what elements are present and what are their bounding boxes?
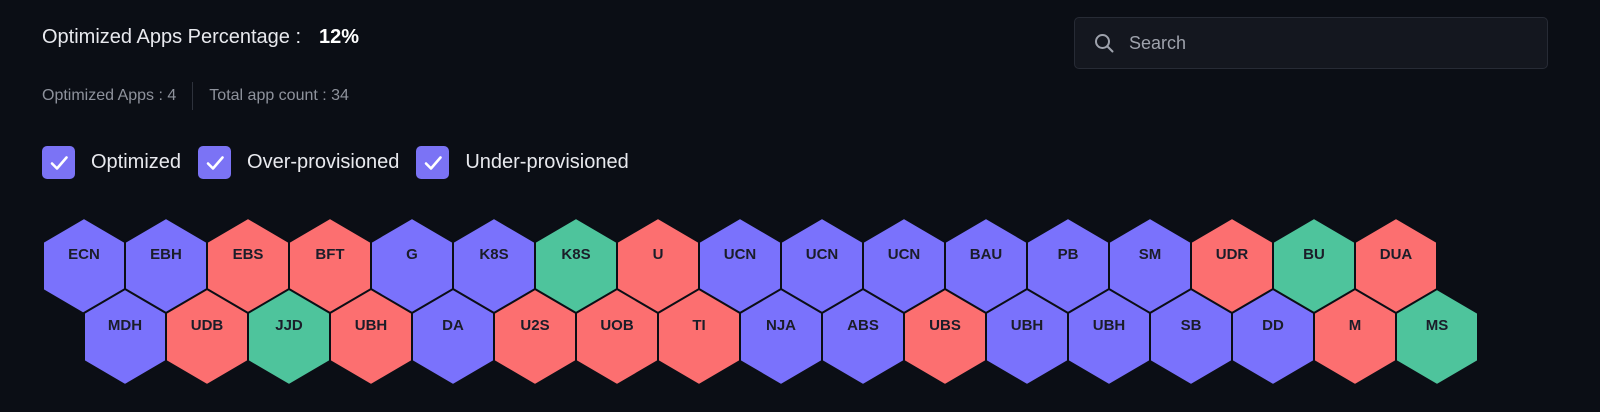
checkbox-under-provisioned[interactable]: [416, 146, 450, 179]
stats-divider: [192, 82, 194, 110]
app-hex-label: NJA: [766, 317, 796, 334]
app-hex-label: PB: [1058, 246, 1079, 263]
app-hex-label: DD: [1262, 317, 1284, 334]
app-hex[interactable]: NJA: [739, 287, 823, 387]
app-hex-label: K8S: [561, 246, 590, 263]
filter-under-provisioned[interactable]: Under-provisioned: [416, 146, 629, 179]
stats-row: Optimized Apps : 4 Total app count : 34: [42, 82, 349, 110]
checkbox-optimized[interactable]: [42, 146, 75, 179]
check-icon: [206, 155, 224, 170]
app-hex-label: UBH: [1011, 317, 1044, 334]
app-hex-label: M: [1349, 317, 1362, 334]
app-hex[interactable]: UBH: [1067, 287, 1151, 387]
app-hex-label: BAU: [970, 246, 1003, 263]
app-hex-label: ECN: [68, 246, 100, 263]
app-hex-label: SB: [1181, 317, 1202, 334]
filter-label-over-provisioned: Over-provisioned: [247, 151, 400, 173]
percentage-value: 12%: [319, 26, 360, 48]
status-filters: Optimized Over-provisioned Under-provisi…: [42, 146, 646, 179]
app-hex[interactable]: UBH: [329, 287, 413, 387]
app-hex-label: K8S: [479, 246, 508, 263]
percentage-label: Optimized Apps Percentage :: [42, 26, 302, 48]
app-hex-label: UBS: [929, 317, 961, 334]
app-hex-label: BFT: [315, 246, 344, 263]
search-icon: [1093, 32, 1115, 54]
app-hex-label: UCN: [806, 246, 839, 263]
filter-over-provisioned[interactable]: Over-provisioned: [198, 146, 399, 179]
app-hex-label: UDR: [1216, 246, 1249, 263]
app-hex-label: UBH: [355, 317, 388, 334]
check-icon: [50, 155, 68, 170]
app-hex[interactable]: UCN: [780, 216, 864, 316]
app-hex-label: U2S: [520, 317, 549, 334]
app-hex[interactable]: K8S: [452, 216, 536, 316]
app-hex-label: EBH: [150, 246, 182, 263]
filter-label-under-provisioned: Under-provisioned: [465, 151, 629, 173]
search-box[interactable]: [1074, 17, 1548, 69]
checkbox-over-provisioned[interactable]: [198, 146, 232, 179]
filter-optimized[interactable]: Optimized: [42, 146, 181, 179]
app-hex[interactable]: ABS: [821, 287, 905, 387]
check-icon: [424, 155, 442, 170]
app-hex-label: UCN: [888, 246, 921, 263]
app-hex-label: BU: [1303, 246, 1325, 263]
app-hex[interactable]: DUA: [1354, 216, 1438, 316]
app-hex-label: G: [406, 246, 418, 263]
app-hex[interactable]: K8S: [534, 216, 618, 316]
app-hex-label: TI: [692, 317, 705, 334]
app-hex-label: SM: [1139, 246, 1162, 263]
app-hex-label: ABS: [847, 317, 879, 334]
total-app-count: Total app count : 34: [209, 87, 349, 104]
app-hex-shape[interactable]: [1395, 287, 1479, 387]
app-hex-label: UBH: [1093, 317, 1126, 334]
app-hex[interactable]: MDH: [83, 287, 167, 387]
optimized-apps-count: Optimized Apps : 4: [42, 87, 177, 104]
app-hex-label: MDH: [108, 317, 142, 334]
header: Optimized Apps Percentage : 12%: [42, 26, 359, 49]
app-hex-label: DA: [442, 317, 464, 334]
filter-label-optimized: Optimized: [91, 151, 182, 173]
app-hex[interactable]: MS: [1395, 287, 1479, 387]
app-hex-label: UCN: [724, 246, 757, 263]
search-input[interactable]: [1127, 31, 1547, 55]
app-hex-label: DUA: [1380, 246, 1413, 263]
app-hex-label: U: [653, 246, 664, 263]
app-hex-label: EBS: [233, 246, 264, 263]
app-hex-label: MS: [1426, 317, 1449, 334]
app-hex-label: JJD: [275, 317, 303, 334]
app-hex[interactable]: UOB: [575, 287, 659, 387]
app-hex-label: UDB: [191, 317, 224, 334]
app-hex-label: UOB: [600, 317, 634, 334]
app-hex[interactable]: TI: [657, 287, 741, 387]
